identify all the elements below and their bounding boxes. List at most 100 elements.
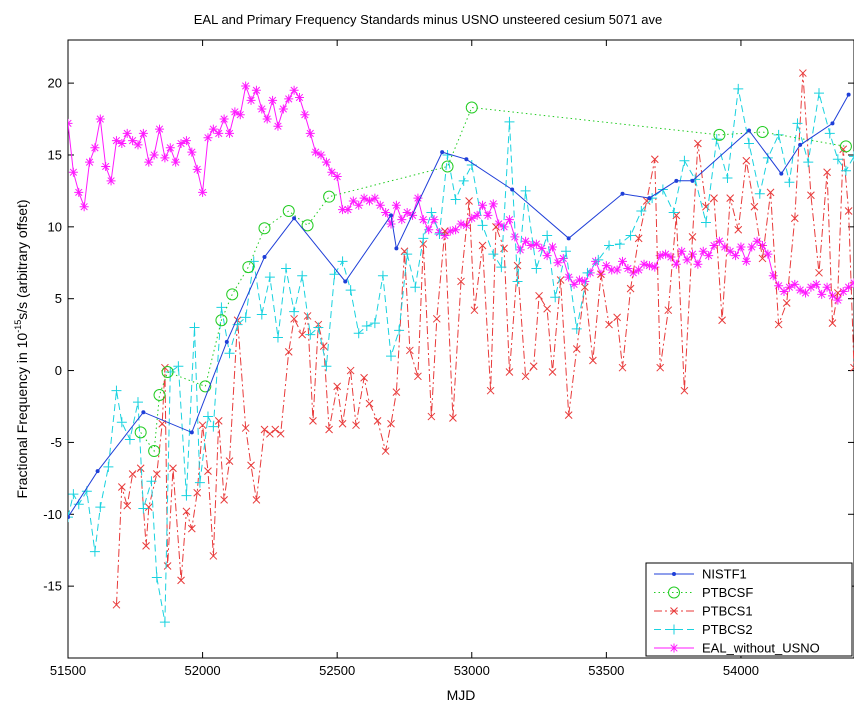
data-point [671, 259, 681, 269]
x-axis-label: MJD [447, 687, 476, 703]
data-point [146, 476, 157, 487]
data-point [465, 101, 478, 114]
data-point [823, 168, 831, 177]
data-point [132, 397, 143, 408]
data-point [377, 270, 388, 281]
data-point [604, 240, 615, 251]
chart-title: EAL and Primary Frequency Standards minu… [194, 12, 662, 27]
y-tick-label: -15 [43, 579, 62, 594]
series-nistf1 [68, 92, 851, 520]
data-point [811, 279, 821, 289]
data-point [537, 243, 547, 253]
legend-label: PTBCSF [702, 585, 753, 600]
data-point [414, 372, 422, 381]
data-point [432, 314, 441, 323]
data-point [690, 178, 695, 183]
data-point [187, 147, 197, 157]
data-point [440, 150, 445, 155]
data-point [305, 128, 315, 138]
data-point [152, 470, 161, 478]
data-point [792, 118, 803, 129]
data-point [488, 199, 498, 209]
data-point [68, 512, 73, 523]
data-point [839, 140, 852, 153]
data-point [189, 322, 200, 333]
data-point [766, 188, 775, 197]
data-point [352, 421, 360, 430]
data-point [535, 291, 543, 300]
data-point [406, 346, 414, 355]
data-point [700, 217, 711, 228]
x-tick-label: 54000 [723, 663, 759, 678]
data-point [370, 193, 380, 203]
data-point [297, 270, 308, 281]
data-point [260, 425, 269, 434]
legend-marker [669, 643, 679, 653]
data-point [736, 242, 746, 252]
data-point [722, 172, 733, 183]
data-point [95, 114, 105, 124]
data-point [564, 411, 573, 419]
data-point [607, 265, 617, 275]
data-point [679, 155, 690, 166]
x-axis: 51500 52000 52500 53000 53500 54000 [50, 40, 759, 678]
data-point [580, 276, 590, 286]
data-point [483, 210, 493, 220]
data-point [661, 249, 671, 259]
data-point [144, 157, 154, 167]
data-point [141, 410, 146, 415]
data-point [833, 289, 842, 297]
data-point [165, 143, 175, 153]
data-point [850, 363, 854, 372]
data-point [292, 216, 297, 221]
data-point [601, 261, 611, 271]
data-point [458, 175, 469, 186]
data-point [235, 110, 245, 120]
y-tick-label: -5 [50, 435, 62, 450]
data-point [325, 425, 333, 434]
data-point [529, 362, 538, 371]
data-point [360, 373, 368, 382]
data-point [427, 412, 436, 421]
data-point [128, 470, 137, 478]
legend-label: EAL_without_USNO [702, 641, 820, 656]
data-point [247, 461, 255, 470]
data-point [226, 288, 239, 301]
data-point [220, 496, 228, 504]
data-point [580, 283, 589, 292]
data-point [251, 85, 261, 95]
data-point [618, 256, 628, 266]
legend-item: EAL_without_USNO [654, 641, 820, 656]
plot-area [67, 39, 854, 659]
data-point [434, 229, 445, 240]
y-tick-label: -10 [43, 507, 62, 522]
data-point [144, 503, 153, 511]
data-point [521, 236, 531, 246]
data-point [418, 215, 428, 225]
data-point [664, 306, 673, 315]
data-point [650, 262, 660, 272]
data-point [216, 302, 227, 313]
data-point [510, 187, 515, 192]
data-point [215, 314, 228, 327]
data-point [209, 552, 218, 560]
data-point [795, 285, 805, 295]
data-point [338, 419, 347, 428]
data-point [199, 380, 212, 393]
data-point [849, 151, 854, 162]
data-point [136, 464, 145, 473]
data-point [733, 83, 744, 94]
data-point [572, 345, 581, 353]
data-point [176, 138, 186, 148]
data-point [429, 215, 439, 225]
data-point [758, 254, 767, 263]
data-point [203, 133, 213, 143]
legend-label: PTBCS2 [702, 622, 753, 637]
data-point [801, 288, 811, 298]
data-point [504, 116, 515, 127]
data-point [757, 241, 767, 251]
data-point [456, 219, 466, 229]
legend-marker [670, 607, 678, 615]
data-point [734, 225, 743, 234]
data-point [74, 187, 84, 197]
